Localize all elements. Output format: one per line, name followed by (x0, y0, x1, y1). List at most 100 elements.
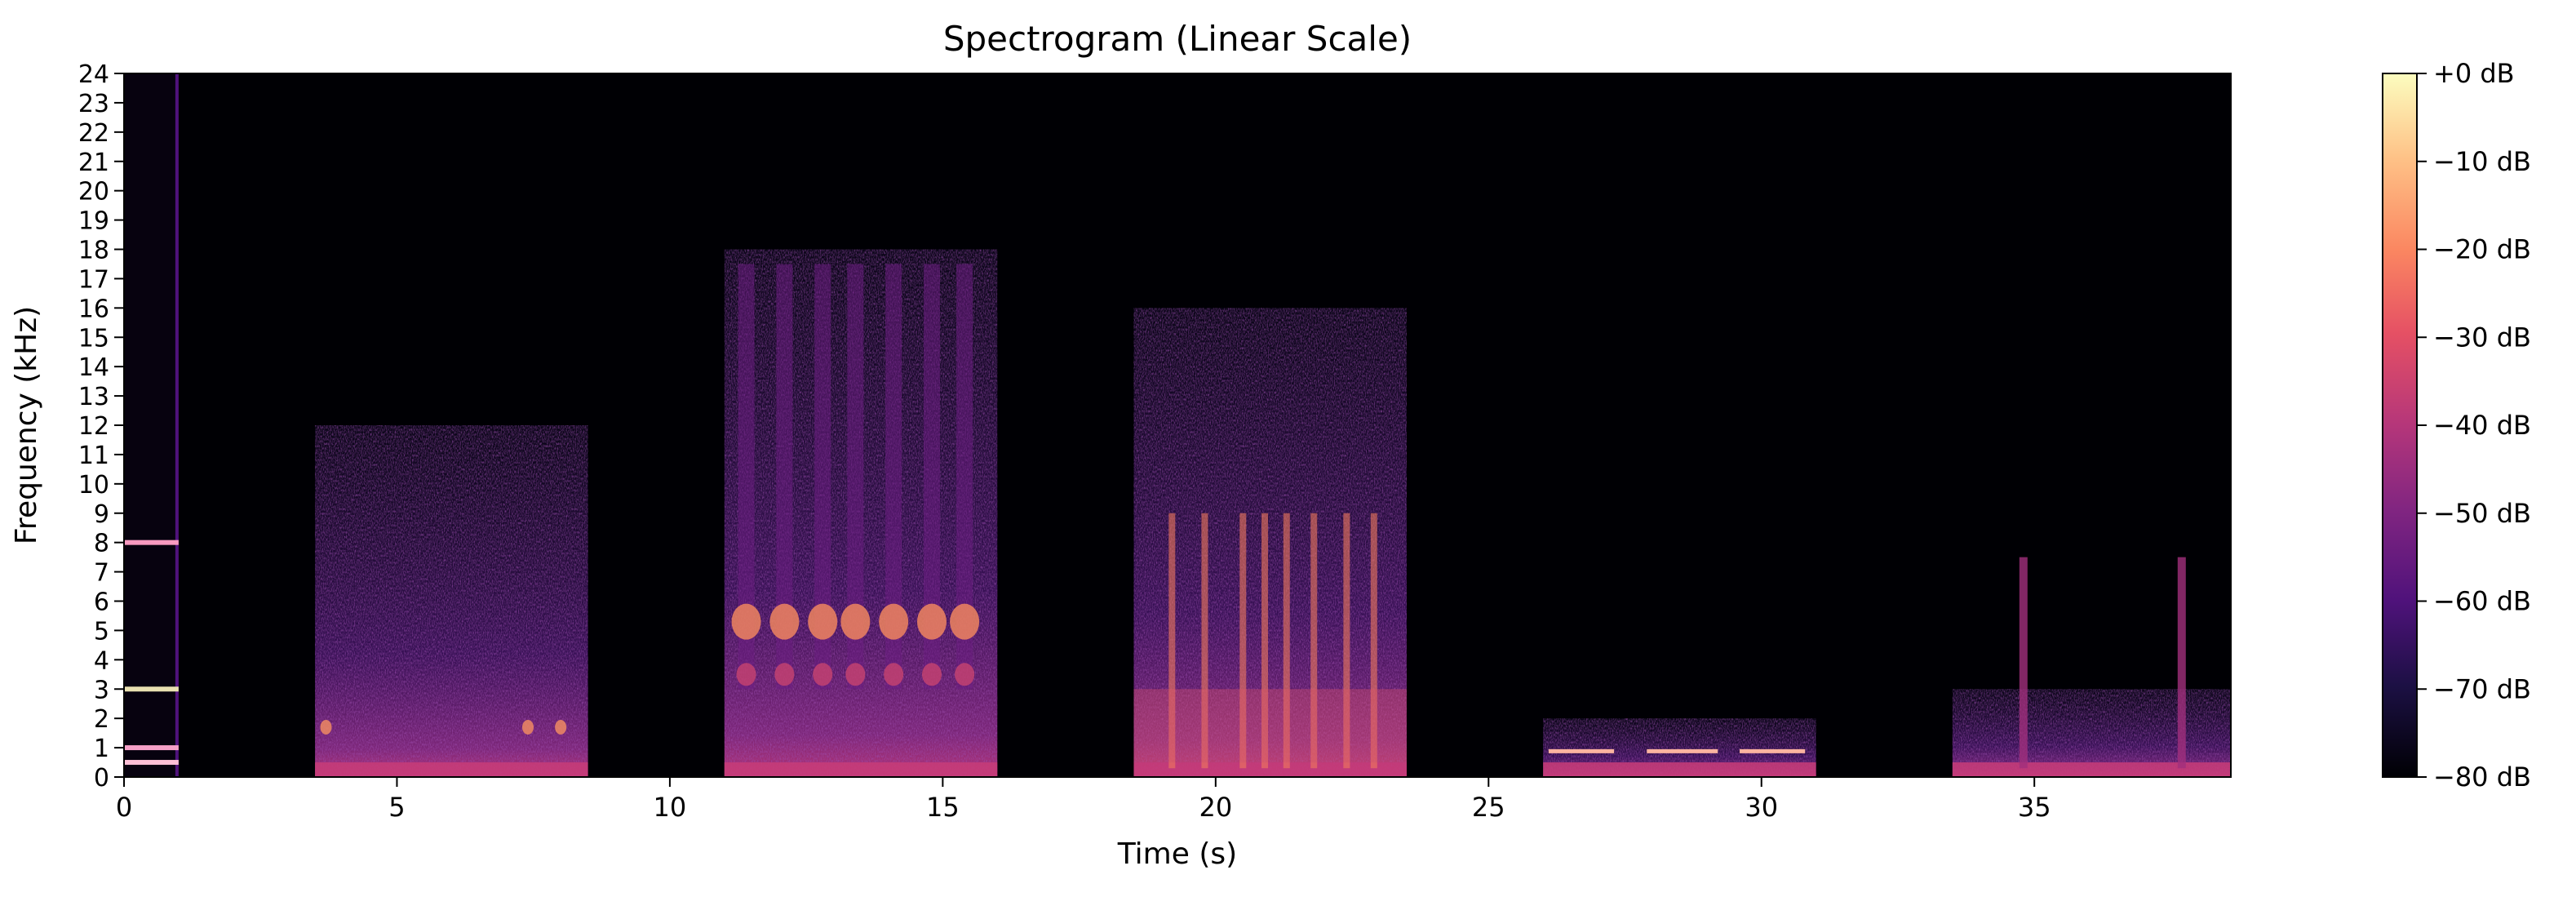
y-tick-label: 15 (78, 324, 109, 353)
colorbar: +0 dB −10 dB −20 dB −30 dB −40 dB −50 dB −60 d… (2382, 58, 2531, 793)
y-tick-label: 22 (78, 119, 109, 148)
x-axis-label: Time (s) (1117, 837, 1237, 871)
y-tick-label: 5 (94, 617, 109, 646)
broadband-streak (1261, 513, 1269, 769)
burst-streak (738, 264, 755, 690)
noise-spot (555, 719, 567, 735)
y-tick-label: 9 (94, 500, 109, 529)
low-band (1952, 762, 2231, 777)
burst-streak (847, 264, 864, 690)
y-tick-label: 12 (78, 412, 109, 441)
spectrogram-segment (315, 425, 588, 777)
x-tick-label: 20 (1199, 792, 1232, 823)
colorbar-gradient (2382, 73, 2418, 778)
broadband-streak (1370, 513, 1377, 769)
burst-streak (814, 264, 831, 690)
burst-formant (879, 603, 909, 640)
y-tick-label: 6 (94, 588, 109, 617)
spectrogram-segment (1952, 557, 2231, 777)
colorbar-tick-label: −30 dB (2433, 322, 2531, 353)
y-tick-label: 17 (78, 265, 109, 294)
plot-area (123, 73, 2232, 778)
y-tick-label: 1 (94, 735, 109, 763)
colorbar-tick-label: −40 dB (2433, 410, 2531, 441)
colorbar-tick-label: +0 dB (2433, 58, 2515, 89)
y-tick-label: 20 (78, 178, 109, 206)
burst-streak (885, 264, 902, 690)
y-tick-label: 4 (94, 646, 109, 675)
low-band (724, 762, 998, 777)
x-tick-label: 25 (1472, 792, 1505, 823)
broadband-streak (1283, 513, 1290, 769)
broadband-streak (1168, 513, 1176, 769)
y-tick-label: 0 (94, 764, 109, 793)
y-tick-label: 19 (78, 207, 109, 236)
tone-segment-bg (124, 73, 179, 777)
burst-streak (956, 264, 973, 690)
spectrogram-segment (1133, 308, 1407, 777)
colorbar-tick-label: −10 dB (2433, 146, 2531, 177)
burst-formant-low (736, 663, 756, 686)
x-axis: 0 5 10 15 20 25 30 35 (116, 777, 2051, 823)
broadband-streak (1310, 513, 1318, 769)
spectrogram-segment (124, 73, 179, 777)
colorbar-tick-label: −50 dB (2433, 498, 2531, 529)
y-tick-label: 7 (94, 559, 109, 588)
burst-formant (916, 603, 947, 640)
y-tick-label: 21 (78, 149, 109, 177)
burst-streak (923, 264, 940, 690)
y-tick-label: 2 (94, 705, 109, 734)
harmonic-line (1647, 748, 1718, 753)
colorbar-ticks: +0 dB −10 dB −20 dB −30 dB −40 dB −50 dB −60 d… (2417, 58, 2531, 793)
tone-line (124, 745, 179, 751)
burst-formant (731, 603, 761, 640)
y-axis-label: Frequency (kHz) (10, 306, 43, 544)
burst-formant-low (774, 663, 795, 686)
broadband-lowmid (1133, 689, 1407, 763)
spectrogram-segment (1543, 718, 1816, 777)
y-tick-label: 14 (78, 353, 109, 382)
tone-line (124, 540, 179, 545)
colorbar-tick-label: −70 dB (2433, 673, 2531, 704)
broadband-streak (1343, 513, 1350, 769)
click-streak (2177, 557, 2186, 769)
chart-title: Spectrogram (Linear Scale) (943, 19, 1412, 59)
harmonic-line (1548, 748, 1615, 753)
noise-spot (521, 719, 534, 735)
x-tick-label: 5 (388, 792, 405, 823)
burst-formant-low (813, 663, 833, 686)
y-tick-label: 10 (78, 471, 109, 500)
x-tick-label: 10 (654, 792, 687, 823)
tone-line (124, 686, 179, 692)
burst-formant (950, 603, 980, 640)
segment-texture (1133, 308, 1407, 777)
broadband-streak (1239, 513, 1247, 769)
colorbar-tick-label: −80 dB (2433, 762, 2531, 793)
x-tick-label: 35 (2018, 792, 2051, 823)
tone-line (124, 760, 179, 766)
burst-formant-low (955, 663, 975, 686)
burst-formant-low (884, 663, 904, 686)
y-tick-label: 8 (94, 530, 109, 558)
y-tick-label: 3 (94, 676, 109, 704)
x-tick-label: 15 (926, 792, 960, 823)
segment-texture (315, 425, 588, 777)
y-tick-label: 18 (78, 237, 109, 265)
colorbar-tick-label: −20 dB (2433, 234, 2531, 265)
low-band (315, 762, 588, 777)
y-tick-label: 24 (78, 60, 109, 89)
y-tick-label: 13 (78, 383, 109, 411)
x-tick-label: 30 (1745, 792, 1778, 823)
y-tick-label: 11 (78, 442, 109, 470)
click-streak (2019, 557, 2028, 769)
x-tick-label: 0 (116, 792, 132, 823)
burst-streak (776, 264, 793, 690)
burst-formant (840, 603, 871, 640)
spectrogram-segment (724, 249, 998, 777)
harmonic-line (1739, 748, 1806, 753)
noise-spot (320, 719, 332, 735)
burst-formant (769, 603, 800, 640)
tone-segment-edge (175, 73, 179, 777)
